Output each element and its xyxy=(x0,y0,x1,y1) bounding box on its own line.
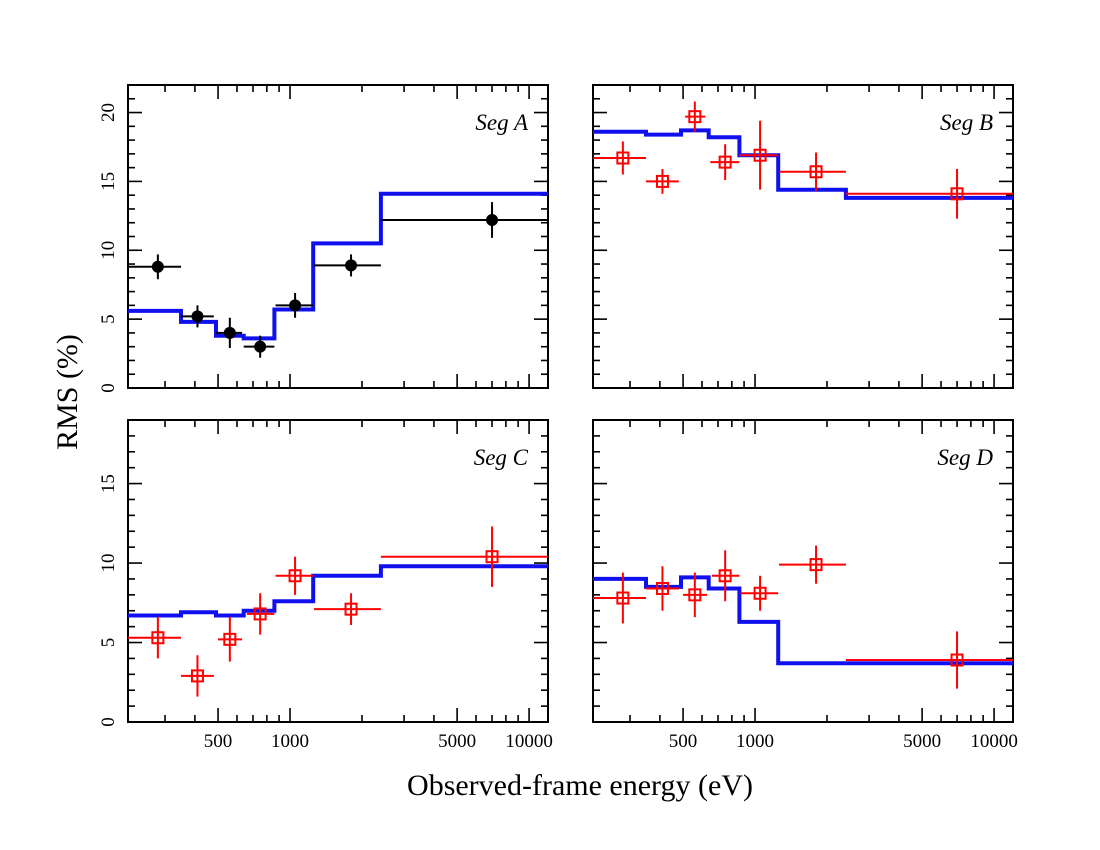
seg-b-model-line xyxy=(593,128,1013,200)
seg-c-ytick-label: 0 xyxy=(98,717,119,727)
point-marker xyxy=(655,581,669,595)
y-axis-title: RMS (%) xyxy=(51,334,84,450)
point-marker xyxy=(151,631,165,645)
seg-d-data-point xyxy=(711,550,740,602)
seg-b-data-point xyxy=(646,169,679,194)
point-marker xyxy=(151,260,164,273)
seg-a-ytick-label: 10 xyxy=(98,241,119,260)
seg-c-label: Seg C xyxy=(474,445,529,470)
seg-d-panel: 500 1000 5000 10000 Seg D xyxy=(592,419,1018,752)
seg-b-data-point xyxy=(779,152,846,192)
point-marker xyxy=(486,213,499,226)
seg-a-panel: 0 5 10 15 20 Seg A xyxy=(98,84,549,393)
seg-d-data-point xyxy=(845,631,1013,689)
seg-c-xtick-label: 1000 xyxy=(271,731,309,752)
seg-a-data-point xyxy=(215,317,243,349)
seg-d-xtick-label: 500 xyxy=(669,731,698,752)
point-marker xyxy=(616,591,630,605)
seg-c-xtick-label: 10000 xyxy=(505,731,553,752)
seg-c-data-point xyxy=(218,617,243,662)
seg-c-data-point xyxy=(275,556,314,595)
seg-c-panel: 0 5 10 15 500 1000 5000 10000 Seg C xyxy=(98,419,553,752)
point-marker xyxy=(254,340,267,353)
seg-a-ytick-label: 20 xyxy=(98,103,119,122)
seg-d-data-point xyxy=(740,575,779,611)
seg-d-model-line xyxy=(593,575,1013,666)
seg-c-ytick-label: 10 xyxy=(98,554,119,573)
seg-a-ytick-label: 15 xyxy=(98,172,119,191)
seg-a-ytick-label: 0 xyxy=(98,383,119,393)
seg-d-xtick-label: 5000 xyxy=(903,731,941,752)
seg-a-label: Seg A xyxy=(475,110,529,135)
seg-c-ytick-label: 5 xyxy=(98,638,119,648)
seg-a-model-line xyxy=(128,191,548,341)
seg-c-ytick-label: 15 xyxy=(98,474,119,493)
seg-c-xtick-label: 500 xyxy=(204,731,233,752)
seg-a-data-point xyxy=(314,254,381,277)
point-marker xyxy=(753,148,767,162)
seg-d-data-point xyxy=(646,566,679,611)
seg-b-data-point xyxy=(710,144,740,181)
seg-b-data-point xyxy=(845,169,1013,219)
x-axis-title: Observed-frame energy (eV) xyxy=(407,769,753,802)
point-marker xyxy=(616,151,630,165)
seg-b-panel: Seg B xyxy=(592,84,1014,389)
point-marker xyxy=(223,326,236,339)
point-marker xyxy=(718,569,732,583)
point-marker xyxy=(485,550,499,564)
seg-d-xtick-label: 1000 xyxy=(736,731,774,752)
point-marker xyxy=(344,602,358,616)
point-marker xyxy=(718,155,732,169)
seg-c-xtick-label: 5000 xyxy=(438,731,476,752)
seg-b-label: Seg B xyxy=(940,110,993,135)
seg-d-data-point xyxy=(683,572,708,618)
seg-b-data-point xyxy=(685,101,706,132)
point-marker xyxy=(688,110,702,124)
point-marker xyxy=(950,187,964,201)
seg-d-label: Seg D xyxy=(937,445,993,470)
point-marker xyxy=(345,259,358,272)
seg-c-data-point xyxy=(181,655,214,697)
point-marker xyxy=(289,299,302,312)
seg-c-data-point xyxy=(380,526,548,587)
point-marker xyxy=(950,653,964,667)
seg-d-xtick-label: 10000 xyxy=(970,731,1018,752)
seg-a-data-point xyxy=(243,335,275,358)
seg-a-data-point xyxy=(181,305,214,328)
seg-d-data-point xyxy=(593,572,647,624)
seg-a-data-point xyxy=(128,254,182,280)
point-marker xyxy=(223,632,237,646)
seg-c-data-point xyxy=(128,617,182,659)
seg-d-frame xyxy=(592,419,1014,723)
seg-a-ytick-label: 5 xyxy=(98,314,119,324)
point-marker xyxy=(655,174,669,188)
seg-a-data-point xyxy=(275,292,314,318)
point-marker xyxy=(191,310,204,323)
seg-d-data-point xyxy=(779,545,846,584)
seg-b-data-point xyxy=(739,120,779,190)
seg-c-frame xyxy=(127,419,549,723)
point-marker xyxy=(809,558,823,572)
point-marker xyxy=(688,588,702,602)
seg-c-model-line xyxy=(128,564,548,618)
point-marker xyxy=(190,669,204,683)
seg-a-data-point xyxy=(380,202,548,238)
point-marker xyxy=(809,165,823,179)
point-marker xyxy=(288,569,302,583)
seg-b-data-point xyxy=(593,141,647,175)
point-marker xyxy=(253,607,267,621)
seg-c-data-point xyxy=(314,593,381,626)
seg-c-data-point xyxy=(246,593,275,635)
point-marker xyxy=(753,586,767,600)
